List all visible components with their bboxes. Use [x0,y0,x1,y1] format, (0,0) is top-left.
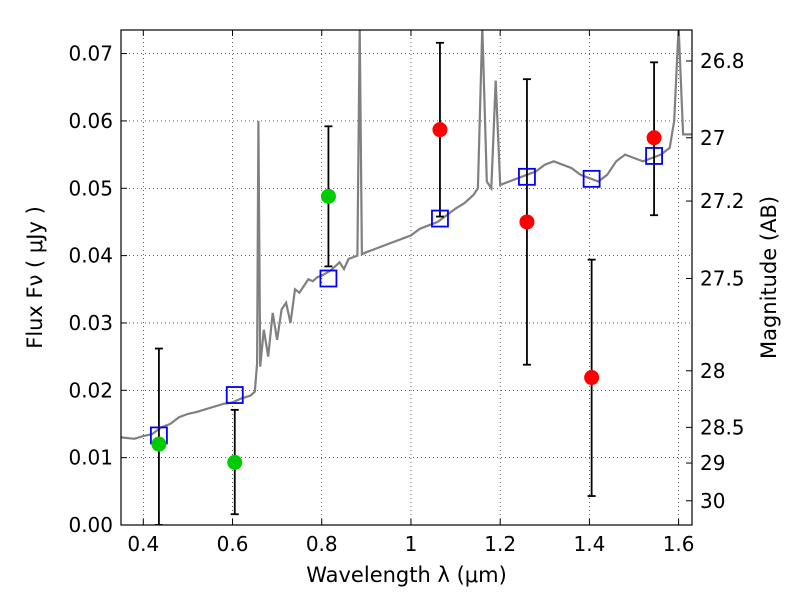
model-point [518,167,536,186]
x-tick-label: 1.2 [484,532,516,556]
y-axis-ticks: 0.00 0.01 0.02 0.03 0.04 0.05 0.06 0.07 [68,42,127,537]
right-tick-label: 27.5 [700,267,745,291]
y-axis-label: Flux Fν ( μJy ) [23,206,47,349]
red-point [519,214,535,230]
red-point [584,370,600,386]
model-point [225,386,244,404]
right-axis-ticks: 26.8 27 27.2 27.5 28 28.5 29 30 [686,49,745,513]
plot-frame [120,29,693,526]
right-tick-label: 27.2 [700,189,745,213]
right-tick-label: 27 [700,126,725,150]
y-tick-label: 0.06 [68,109,113,133]
x-axis-ticks: 0.4 0.6 0.8 1 1.2 1.4 1.6 [127,30,695,556]
x-tick-label: 1.4 [573,532,605,556]
x-tick-label: 1.6 [663,532,695,556]
model-point [582,169,601,188]
y-tick-label: 0.04 [68,244,113,268]
right-tick-label: 29 [700,451,725,475]
model-point [645,147,663,165]
x-tick-label: 0.6 [217,532,249,556]
x-axis-label: Wavelength λ (μm) [306,563,507,587]
y-tick-label: 0.03 [68,311,113,335]
y-tick-label: 0.00 [68,513,113,537]
x-tick-label: 1 [405,532,418,556]
red-point [646,130,662,146]
right-tick-label: 28 [700,359,725,383]
green-point [227,454,243,470]
observed-points [151,122,662,470]
model-spectrum [121,30,692,440]
model-points [150,147,663,445]
model-point [319,269,338,288]
y-tick-label: 0.01 [68,446,113,470]
x-tick-label: 0.4 [127,532,159,556]
right-tick-label: 30 [700,489,725,513]
spectrum-line [121,30,692,440]
model-point [431,209,449,228]
red-point [432,122,448,138]
y-tick-label: 0.07 [68,42,113,66]
right-tick-label: 26.8 [700,49,745,73]
error-bars [154,41,659,525]
y-tick-label: 0.05 [68,176,113,200]
green-point [151,436,167,452]
right-tick-label: 28.5 [700,415,745,439]
x-tick-label: 0.8 [306,532,338,556]
grid-lines [121,30,692,526]
green-point [320,188,336,204]
y-tick-label: 0.02 [68,378,113,402]
right-axis-label: Magnitude (AB) [757,196,781,359]
